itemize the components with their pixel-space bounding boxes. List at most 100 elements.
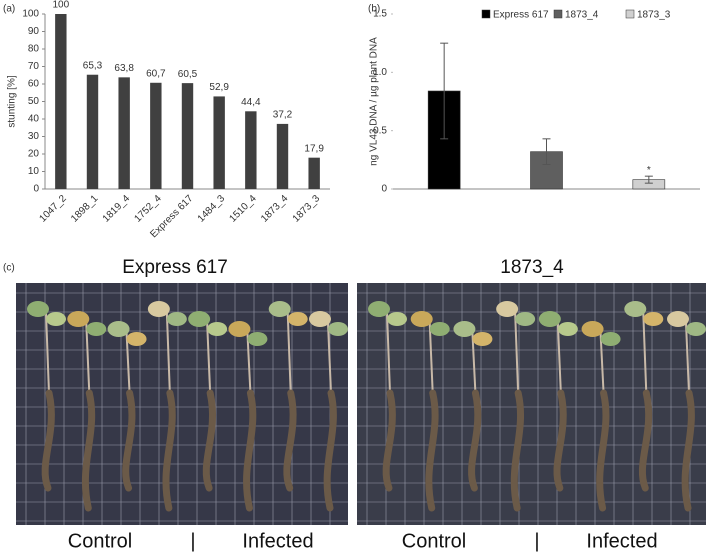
legend-label: 1873_4 — [565, 10, 599, 21]
leaf — [686, 322, 706, 336]
root — [202, 389, 217, 492]
x-tick-label: 1819_4 — [101, 193, 133, 225]
leaf — [309, 311, 331, 327]
leaf — [453, 321, 476, 337]
legend-swatch — [481, 9, 491, 19]
stem — [327, 322, 332, 394]
x-tick-label: 1752_4 — [132, 193, 164, 225]
stem — [556, 322, 562, 394]
leaf — [410, 311, 433, 327]
stem — [206, 322, 212, 394]
caption: Infected — [242, 530, 313, 552]
leaf — [667, 311, 689, 327]
root — [382, 389, 396, 492]
stem — [286, 312, 292, 394]
stem — [386, 312, 391, 394]
y-tick-label: 50 — [28, 96, 40, 107]
data-label: 63,8 — [114, 63, 134, 74]
leaf — [581, 321, 604, 337]
leaf — [67, 311, 90, 327]
root — [323, 389, 337, 512]
leaf — [247, 332, 268, 346]
data-label: 52,9 — [209, 82, 229, 93]
stem — [514, 312, 520, 394]
x-tick-label: 1047_2 — [37, 193, 69, 225]
data-label: 37,2 — [273, 110, 293, 121]
leaf — [287, 312, 308, 326]
leaf — [515, 312, 536, 326]
root — [122, 389, 136, 492]
legend-swatch — [553, 9, 563, 19]
data-label: 44,4 — [241, 97, 261, 108]
legend-swatch — [625, 9, 635, 19]
leaf — [188, 311, 211, 327]
bar — [181, 83, 194, 189]
data-label: 17,9 — [304, 143, 324, 154]
bar — [150, 82, 162, 189]
y-tick-label: 100 — [22, 9, 39, 20]
y-tick-label: 0 — [33, 184, 39, 195]
panel-label: (b) — [368, 4, 380, 15]
root — [283, 389, 297, 492]
stem — [685, 322, 690, 394]
stem — [471, 332, 477, 394]
y-axis-label: ng VL43 DNA / µg plant DNA — [369, 37, 380, 166]
x-tick-label: 1873_3 — [291, 193, 323, 225]
legend-label: 1873_3 — [637, 10, 671, 21]
leaf — [46, 312, 66, 326]
panel-label: (c) — [3, 263, 15, 274]
x-tick-label: 1510_4 — [227, 193, 259, 225]
panel-label: (a) — [3, 4, 15, 15]
y-tick-label: 90 — [28, 26, 40, 37]
data-label: 65,3 — [83, 60, 103, 71]
stem — [642, 312, 648, 394]
y-tick-label: 0 — [381, 184, 387, 195]
data-label: 60,7 — [146, 68, 166, 79]
bar — [55, 14, 67, 189]
x-tick-label: 1484_3 — [196, 193, 228, 225]
y-tick-label: 60 — [28, 79, 40, 90]
y-tick-label: 0.5 — [373, 125, 387, 136]
leaf — [207, 322, 228, 336]
leaf — [107, 321, 130, 337]
leaf — [624, 301, 647, 317]
y-tick-label: 70 — [28, 61, 40, 72]
bar — [213, 96, 225, 189]
leaf — [27, 301, 49, 317]
photos — [16, 283, 706, 525]
root — [41, 389, 55, 492]
stem — [125, 332, 131, 394]
y-axis-label: stunting [%] — [7, 75, 18, 127]
leaf — [429, 322, 450, 336]
leaf — [126, 332, 147, 346]
caption: Control — [402, 530, 466, 552]
leaf — [472, 332, 493, 346]
y-tick-label: 80 — [28, 44, 40, 55]
root — [638, 389, 653, 492]
leaf — [147, 301, 170, 317]
y-tick-label: 40 — [28, 114, 40, 125]
leaf — [268, 301, 291, 317]
root — [553, 389, 567, 492]
data-label: 60,5 — [178, 69, 198, 80]
bar — [276, 123, 289, 189]
error-bar — [644, 175, 653, 184]
leaf — [538, 311, 561, 327]
leaf — [600, 332, 621, 346]
photo-title: 1873_4 — [500, 257, 564, 278]
bar — [118, 77, 130, 189]
root — [681, 389, 695, 512]
root — [425, 389, 439, 512]
caption: | — [190, 530, 195, 552]
leaf — [496, 301, 519, 317]
root — [81, 389, 96, 512]
y-tick-label: 1.0 — [373, 67, 387, 78]
stem — [428, 322, 434, 394]
photo-title: Express 617 — [122, 257, 228, 278]
bar — [308, 157, 320, 189]
error-bar — [440, 42, 449, 140]
legend-label: Express 617 — [493, 10, 549, 21]
caption: Control — [68, 530, 132, 552]
root — [468, 389, 482, 492]
error-bar — [542, 138, 551, 165]
